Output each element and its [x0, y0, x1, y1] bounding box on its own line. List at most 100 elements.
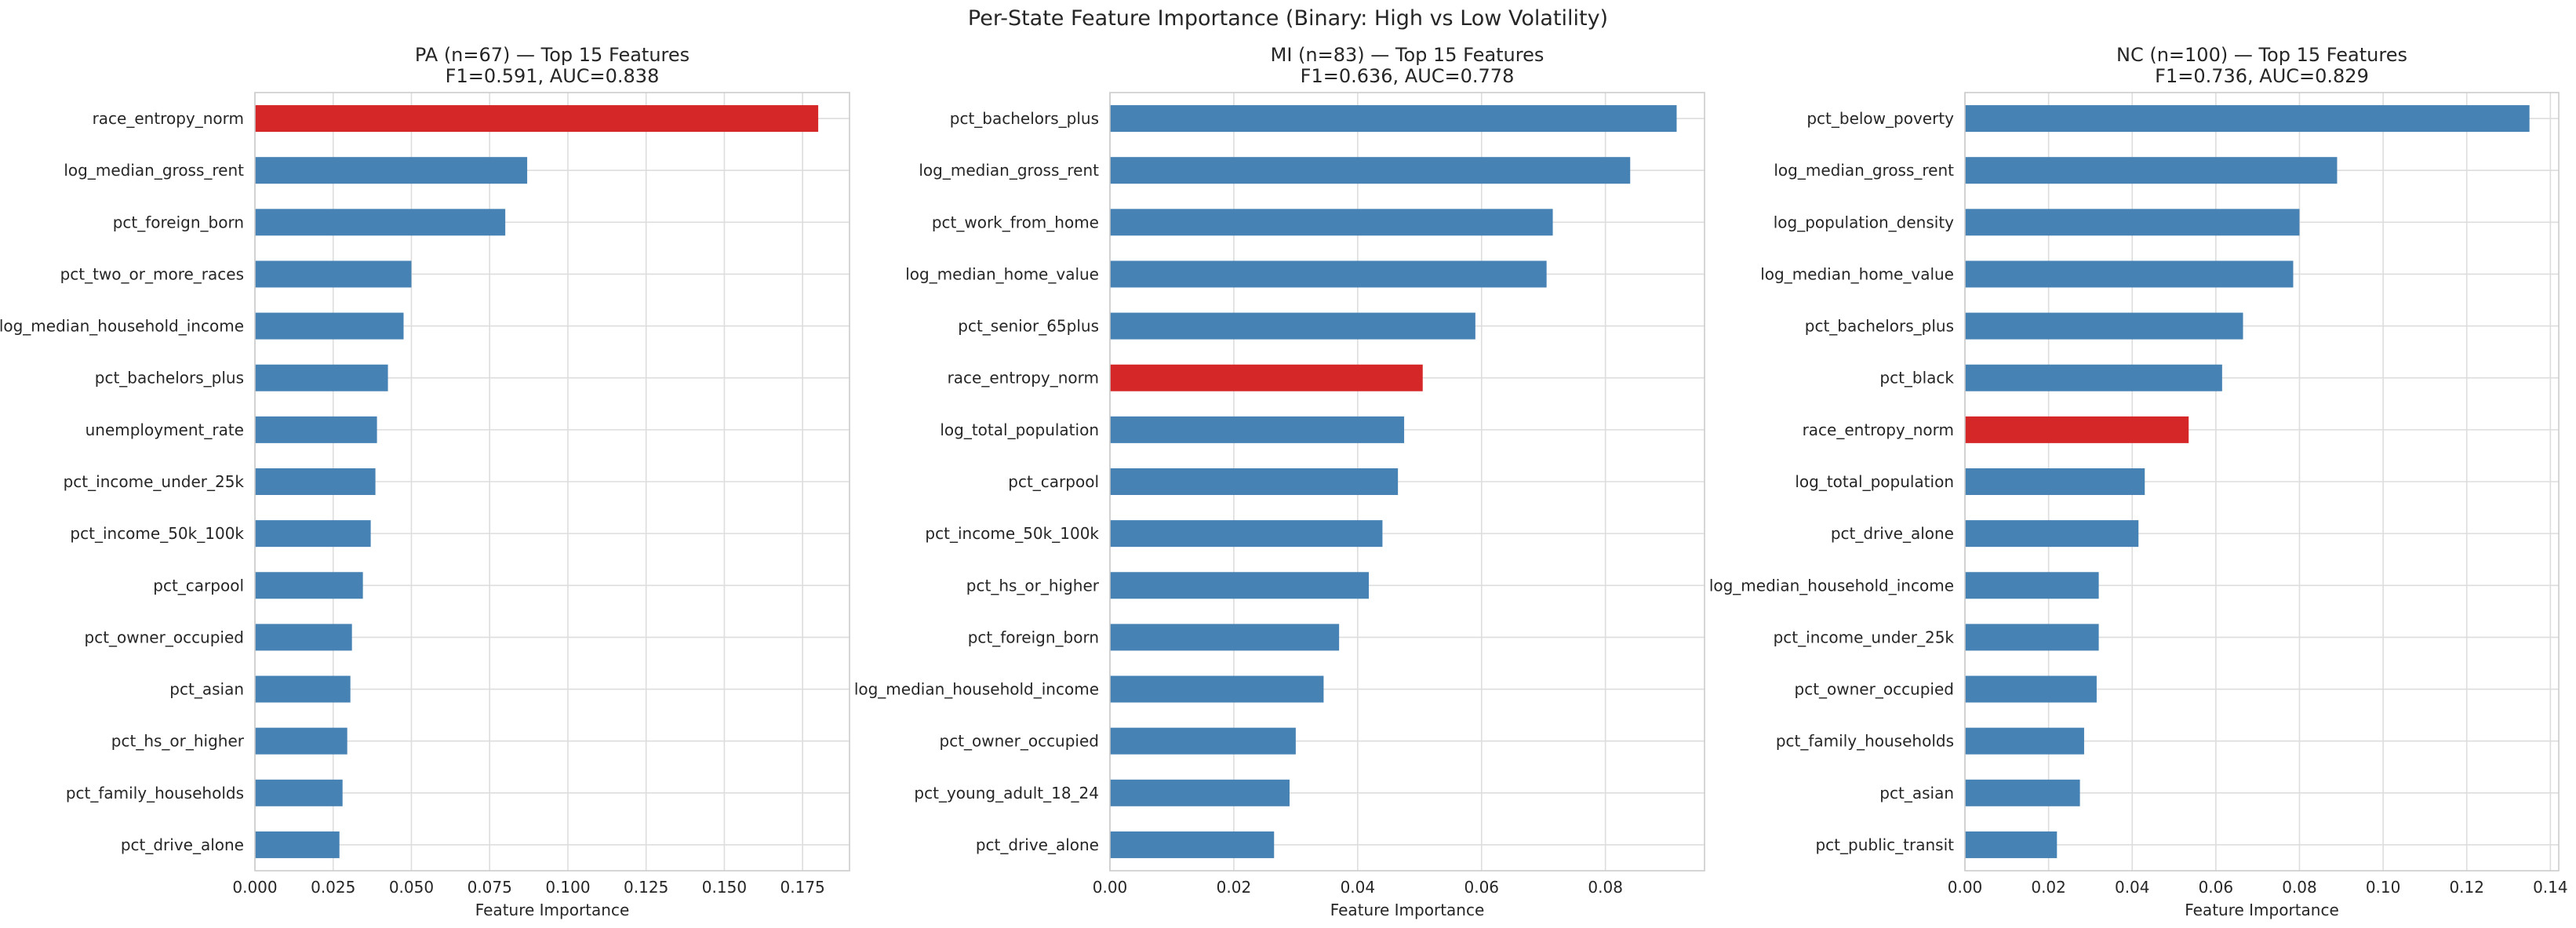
y-tick-label: pct_young_adult_18_24: [914, 784, 1099, 802]
y-tick-label: race_entropy_norm: [93, 109, 244, 128]
panel-subtitle: F1=0.636, AUC=0.778: [1301, 65, 1515, 87]
y-tick-label: pct_carpool: [153, 576, 244, 595]
bar-pct_two_or_more_races: [255, 260, 412, 288]
y-tick-label: log_median_household_income: [0, 317, 244, 336]
y-tick-label: pct_below_poverty: [1806, 109, 1954, 128]
bar-log_median_gross_rent: [1965, 157, 2338, 184]
bar-pct_bachelors_plus: [1110, 105, 1677, 133]
y-tick-label: pct_family_households: [66, 784, 244, 802]
y-tick-label: pct_drive_alone: [121, 835, 244, 854]
x-tick-label: 0.08: [1588, 878, 1623, 897]
bar-log_median_home_value: [1110, 260, 1547, 288]
bar-race_entropy_norm: [255, 105, 819, 133]
bar-log_median_gross_rent: [1110, 157, 1631, 184]
y-tick-label: log_median_household_income: [854, 680, 1099, 699]
y-tick-label: unemployment_rate: [86, 420, 244, 439]
y-tick-label: pct_carpool: [1008, 472, 1099, 491]
x-tick-label: 0.10: [2366, 878, 2401, 897]
x-tick-label: 0.14: [2533, 878, 2568, 897]
x-tick-label: 0.06: [1464, 878, 1499, 897]
y-tick-label: pct_owner_occupied: [1795, 680, 1955, 699]
bar-pct_income_50k_100k: [1110, 520, 1383, 548]
x-tick-label: 0.00: [1948, 878, 1983, 897]
y-tick-label: log_median_gross_rent: [64, 161, 244, 180]
y-tick-label: pct_black: [1879, 369, 1954, 388]
y-tick-label: pct_hs_or_higher: [966, 576, 1100, 595]
bar-log_total_population: [1110, 416, 1405, 443]
bar-pct_asian: [1965, 779, 2080, 806]
x-axis-label: Feature Importance: [1330, 901, 1485, 919]
panel-title: PA (n=67) — Top 15 Features: [415, 44, 689, 66]
panel-subtitle: F1=0.736, AUC=0.829: [2155, 65, 2369, 87]
y-tick-label: pct_bachelors_plus: [95, 369, 244, 388]
bar-race_entropy_norm: [1110, 364, 1423, 391]
y-tick-label: pct_owner_occupied: [85, 628, 245, 646]
bar-race_entropy_norm: [1965, 416, 2189, 443]
y-tick-label: pct_foreign_born: [968, 628, 1099, 646]
y-tick-label: pct_income_50k_100k: [70, 524, 244, 543]
y-tick-label: pct_work_from_home: [932, 213, 1099, 231]
panel-title: MI (n=83) — Top 15 Features: [1271, 44, 1545, 66]
bar-pct_bachelors_plus: [255, 364, 388, 391]
bar-pct_senior_65plus: [1110, 312, 1475, 340]
y-tick-label: pct_public_transit: [1815, 835, 1954, 854]
x-tick-label: 0.06: [2199, 878, 2234, 897]
bar-pct_drive_alone: [1110, 831, 1275, 858]
y-tick-label: pct_drive_alone: [976, 835, 1099, 854]
panel-subtitle: F1=0.591, AUC=0.838: [446, 65, 660, 87]
x-tick-label: 0.04: [2115, 878, 2150, 897]
bar-pct_hs_or_higher: [1110, 572, 1370, 599]
x-axis-label: Feature Importance: [475, 901, 630, 919]
bar-log_median_gross_rent: [255, 157, 528, 184]
y-tick-label: pct_asian: [1879, 784, 1954, 802]
chart-panel-2: 0.00 0.02 0.04 0.06 0.08 0.10 0.12 0.14 pct_belo…: [1709, 44, 2568, 919]
bar-pct_family_households: [255, 779, 343, 806]
bar-log_total_population: [1965, 468, 2145, 495]
bar-pct_family_households: [1965, 727, 2084, 755]
x-tick-label: 0.025: [311, 878, 355, 897]
y-tick-label: pct_hs_or_higher: [111, 732, 245, 751]
y-tick-label: log_median_home_value: [905, 264, 1099, 283]
bar-pct_income_50k_100k: [255, 520, 371, 548]
x-tick-label: 0.00: [1093, 878, 1128, 897]
bar-pct_drive_alone: [255, 831, 340, 858]
y-tick-label: pct_income_under_25k: [1774, 628, 1955, 646]
y-tick-label: pct_bachelors_plus: [1805, 317, 1954, 336]
x-axis-label: Feature Importance: [2185, 901, 2339, 919]
y-tick-label: pct_senior_65plus: [958, 317, 1099, 336]
bar-pct_bachelors_plus: [1965, 312, 2243, 340]
bar-unemployment_rate: [255, 416, 377, 443]
bar-pct_carpool: [255, 572, 363, 599]
y-tick-label: log_population_density: [1774, 213, 1954, 231]
bar-pct_carpool: [1110, 468, 1399, 495]
axes-frame: [254, 92, 850, 872]
axes-frame: [1109, 92, 1705, 872]
y-tick-label: log_median_home_value: [1760, 264, 1954, 283]
y-tick-label: log_total_population: [940, 420, 1099, 439]
bar-log_median_home_value: [1965, 260, 2294, 288]
y-tick-label: log_total_population: [1795, 472, 1954, 491]
bar-pct_income_under_25k: [255, 468, 376, 495]
y-tick-label: pct_owner_occupied: [940, 732, 1100, 751]
bar-pct_young_adult_18_24: [1110, 779, 1290, 806]
figure-suptitle: Per-State Feature Importance (Binary: Hi…: [967, 6, 1609, 31]
bar-pct_drive_alone: [1965, 520, 2139, 548]
bar-pct_hs_or_higher: [255, 727, 347, 755]
x-tick-label: 0.02: [1217, 878, 1252, 897]
x-tick-label: 0.12: [2449, 878, 2484, 897]
bar-pct_asian: [255, 675, 351, 703]
bar-pct_owner_occupied: [1965, 675, 2097, 703]
bar-log_median_household_income: [1965, 572, 2099, 599]
x-tick-label: 0.150: [702, 878, 747, 897]
bar-pct_public_transit: [1965, 831, 2058, 858]
bar-pct_foreign_born: [255, 209, 506, 236]
x-tick-label: 0.000: [232, 878, 277, 897]
bar-pct_owner_occupied: [1110, 727, 1296, 755]
bar-pct_below_poverty: [1965, 105, 2530, 133]
y-tick-label: log_median_gross_rent: [1774, 161, 1954, 180]
x-tick-label: 0.04: [1341, 878, 1376, 897]
bar-log_population_density: [1965, 209, 2300, 236]
x-tick-label: 0.08: [2282, 878, 2317, 897]
x-tick-label: 0.050: [389, 878, 434, 897]
